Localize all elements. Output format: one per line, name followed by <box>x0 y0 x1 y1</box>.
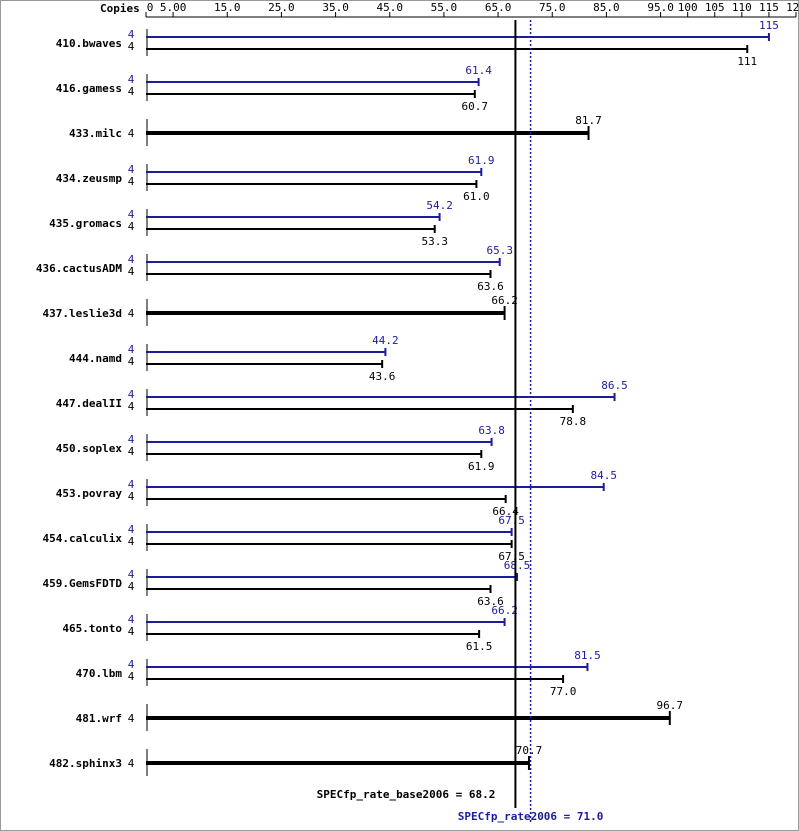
value-label: 96.7 <box>657 699 684 712</box>
x-tick-label: 65.0 <box>485 1 512 14</box>
benchmark-name: 481.wrf <box>76 712 122 725</box>
x-tick-label: 100 <box>678 1 698 14</box>
x-tick-label: 15.0 <box>214 1 241 14</box>
benchmark-name: 444.namd <box>69 352 122 365</box>
benchmark-name: 453.povray <box>56 487 123 500</box>
value-label: 86.5 <box>601 379 628 392</box>
value-label: 61.9 <box>468 460 495 473</box>
benchmark-name: 447.dealII <box>56 397 122 410</box>
value-label: 66.4 <box>492 505 519 518</box>
benchmark-name: 434.zeusmp <box>56 172 123 185</box>
benchmark-name: 410.bwaves <box>56 37 122 50</box>
copies-label: 4 <box>128 307 135 320</box>
value-label: 84.5 <box>590 469 617 482</box>
benchmark-name: 465.tonto <box>62 622 122 635</box>
value-label: 67.5 <box>498 550 525 563</box>
copies-label: 4 <box>128 388 135 401</box>
x-tick-label: 75.0 <box>539 1 566 14</box>
reference-label: SPECfp_rate_base2006 = 68.2 <box>317 788 496 801</box>
copies-label: 4 <box>128 355 135 368</box>
copies-label: 4 <box>128 625 135 638</box>
copies-label: 4 <box>128 208 135 221</box>
x-tick-label: 110 <box>732 1 752 14</box>
value-label: 63.8 <box>478 424 505 437</box>
x-tick-label: 95.0 <box>647 1 674 14</box>
copies-label: 4 <box>128 478 135 491</box>
benchmark-name: 416.gamess <box>56 82 122 95</box>
value-label: 44.2 <box>372 334 399 347</box>
value-label: 63.6 <box>477 280 504 293</box>
copies-label: 4 <box>128 712 135 725</box>
value-label: 66.2 <box>491 604 518 617</box>
x-tick-label: 0 <box>147 1 154 14</box>
value-label: 61.4 <box>465 64 492 77</box>
copies-label: 4 <box>128 40 135 53</box>
x-tick-label: 85.0 <box>593 1 620 14</box>
copies-label: 4 <box>128 400 135 413</box>
copies-label: 4 <box>128 613 135 626</box>
copies-label: 4 <box>128 73 135 86</box>
value-label: 111 <box>737 55 757 68</box>
benchmark-name: 470.lbm <box>76 667 123 680</box>
benchmark-name: 482.sphinx3 <box>49 757 122 770</box>
benchmark-name: 454.calculix <box>43 532 123 545</box>
copies-label: 4 <box>128 535 135 548</box>
copies-label: 4 <box>128 490 135 503</box>
benchmark-name: 433.milc <box>69 127 122 140</box>
value-label: 60.7 <box>462 100 489 113</box>
value-label: 66.2 <box>491 294 518 307</box>
value-label: 67.5 <box>498 514 525 527</box>
benchmark-name: 435.gromacs <box>49 217 122 230</box>
x-tick-label: 105 <box>705 1 725 14</box>
value-label: 77.0 <box>550 685 577 698</box>
reference-label: SPECfp_rate2006 = 71.0 <box>458 810 604 823</box>
x-tick-label: 120 <box>786 1 799 14</box>
copies-label: 4 <box>128 658 135 671</box>
value-label: 61.5 <box>466 640 493 653</box>
copies-label: 4 <box>128 163 135 176</box>
value-label: 43.6 <box>369 370 396 383</box>
copies-label: 4 <box>128 343 135 356</box>
copies-label: 4 <box>128 445 135 458</box>
benchmark-name: 436.cactusADM <box>36 262 122 275</box>
x-tick-label: 5.00 <box>160 1 187 14</box>
copies-label: 4 <box>128 580 135 593</box>
copies-label: 4 <box>128 127 135 140</box>
copies-label: 4 <box>128 757 135 770</box>
copies-label: 4 <box>128 568 135 581</box>
copies-label: 4 <box>128 85 135 98</box>
value-label: 78.8 <box>560 415 587 428</box>
benchmark-name: 450.soplex <box>56 442 123 455</box>
x-tick-label: 115 <box>759 1 779 14</box>
copies-label: 4 <box>128 175 135 188</box>
value-label: 81.7 <box>575 114 602 127</box>
value-label: 54.2 <box>426 199 453 212</box>
benchmark-name: 437.leslie3d <box>43 307 122 320</box>
value-label: 53.3 <box>421 235 448 248</box>
value-label: 61.0 <box>463 190 490 203</box>
copies-label: 4 <box>128 28 135 41</box>
copies-header: Copies <box>100 2 140 15</box>
value-label: 63.6 <box>477 595 504 608</box>
x-tick-label: 25.0 <box>268 1 295 14</box>
copies-label: 4 <box>128 220 135 233</box>
value-label: 115 <box>759 19 779 32</box>
copies-label: 4 <box>128 253 135 266</box>
value-label: 81.5 <box>574 649 601 662</box>
x-tick-label: 55.0 <box>431 1 458 14</box>
x-tick-label: 45.0 <box>377 1 404 14</box>
benchmark-name: 459.GemsFDTD <box>43 577 123 590</box>
x-tick-label: 35.0 <box>322 1 349 14</box>
copies-label: 4 <box>128 265 135 278</box>
copies-label: 4 <box>128 433 135 446</box>
value-label: 70.7 <box>516 744 543 757</box>
copies-label: 4 <box>128 523 135 536</box>
value-label: 61.9 <box>468 154 495 167</box>
value-label: 68.5 <box>504 559 531 572</box>
copies-label: 4 <box>128 670 135 683</box>
value-label: 65.3 <box>486 244 513 257</box>
